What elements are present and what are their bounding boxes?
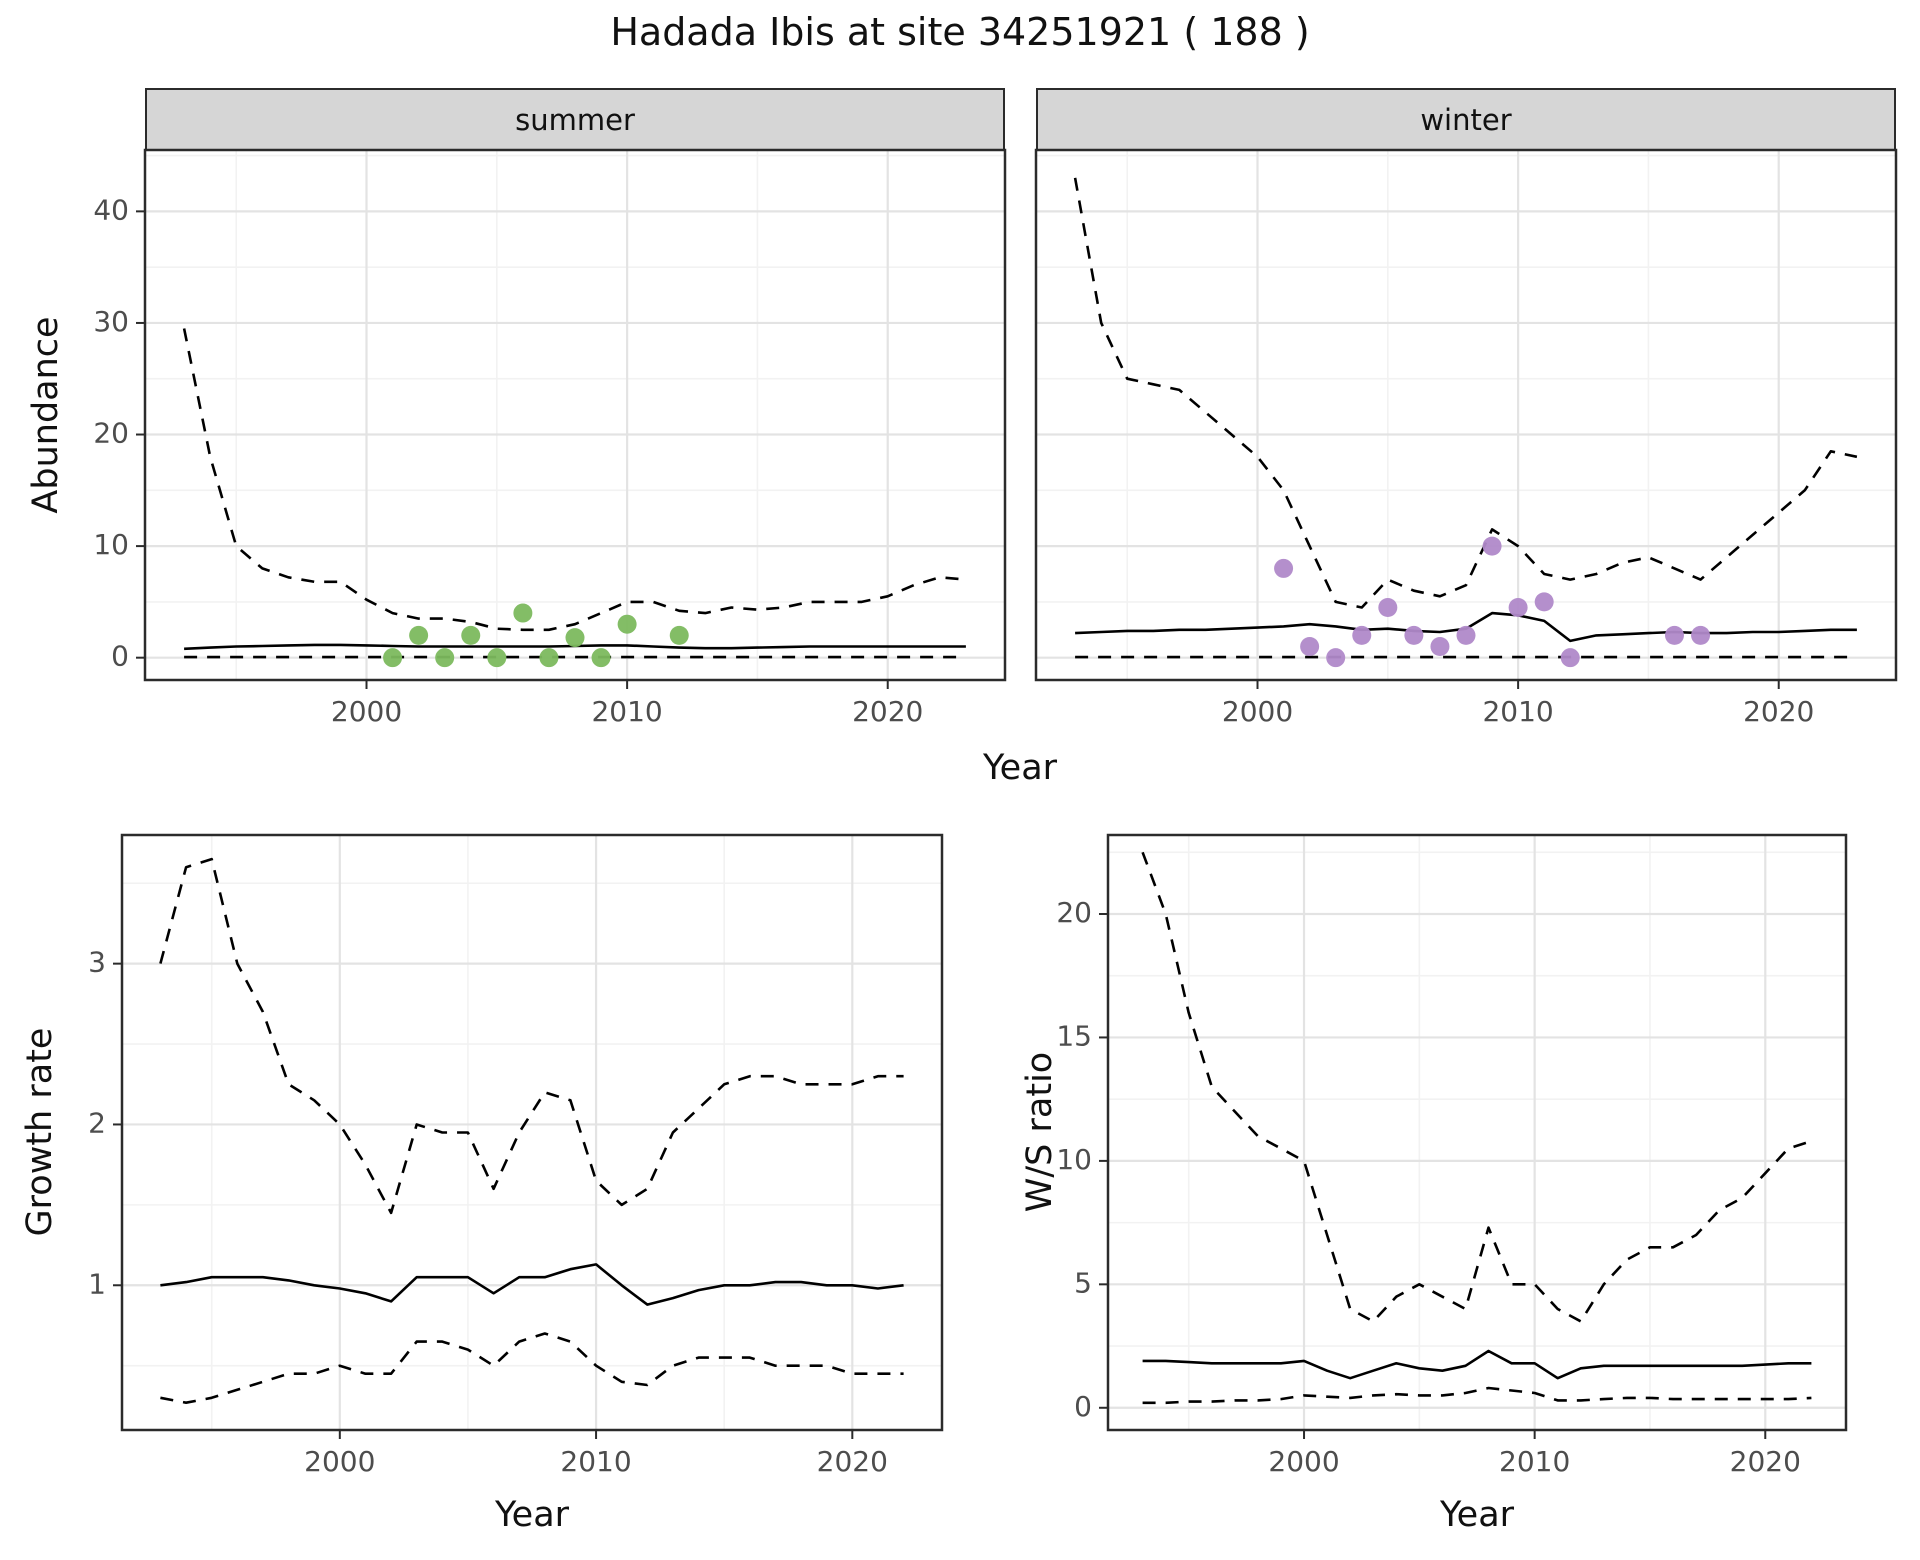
x-tick-label: 2000 (1268, 1445, 1339, 1478)
x-tick-label: 2000 (1222, 695, 1293, 728)
observed-counts-summer-point (435, 648, 455, 668)
upper-ci-line (159, 857, 904, 1215)
panel-background (1036, 150, 1896, 680)
observed-counts-winter-point (1274, 558, 1294, 578)
observed-counts-winter-point (1482, 536, 1502, 556)
x-tick-label: 2010 (1482, 695, 1553, 728)
observed-counts-winter-point (1326, 648, 1346, 668)
y-axis-title-ws-ratio: W/S ratio (1020, 1051, 1060, 1213)
observed-counts-winter-point (1352, 625, 1372, 645)
panel-background (145, 150, 1005, 680)
lower-ci-line (1142, 1386, 1812, 1405)
y-tick-label: 5 (1074, 1266, 1092, 1299)
observed-counts-winter-point (1691, 625, 1711, 645)
x-tick-label: 2000 (331, 695, 402, 728)
observed-counts-summer-point (591, 648, 611, 668)
observed-counts-summer-point (669, 625, 689, 645)
panel-border (143, 148, 1007, 682)
y-tick-label: 15 (1056, 1019, 1092, 1052)
observed-counts-winter-point (1508, 597, 1528, 617)
chart-panel-winter-abundance: 2000 2010 2020 (1034, 148, 1898, 728)
x-axis-title-top: Year (982, 748, 1058, 788)
observed-counts-winter-point (1430, 637, 1450, 657)
observed-counts-summer-point (617, 614, 637, 634)
observed-counts-summer-point (383, 648, 403, 668)
growth-rate-plot: 2000 2010 2020 1 2 3 (88, 833, 944, 1478)
median-line (1142, 1349, 1812, 1380)
facet-strip-summer-label: summer (515, 103, 635, 137)
x-tick-label: 2020 (817, 1445, 888, 1478)
panel-border (120, 833, 944, 1432)
observed-counts-summer-point (565, 628, 585, 648)
chart-panel-growth-rate: 2000 2010 2020 1 2 3 (88, 833, 944, 1478)
chart-panel-summer-abundance: 2000 2010 2020 0 10 20 30 40 (93, 148, 1007, 728)
upper-ci-line (1073, 177, 1858, 609)
observed-counts-summer-point (513, 603, 533, 623)
y-tick-label: 10 (93, 528, 129, 561)
panel-background (122, 835, 942, 1430)
observed-counts-winter-point (1404, 625, 1424, 645)
y-tick-label: 0 (111, 640, 129, 673)
observed-counts-summer-point (487, 648, 507, 668)
observed-counts-winter-point (1560, 648, 1580, 668)
panel-border (1034, 148, 1898, 682)
observed-counts-winter-point (1456, 625, 1476, 645)
observed-counts-winter-point (1534, 592, 1554, 612)
facet-strip-summer: summer (145, 88, 1005, 152)
x-axis-title-growth-rate: Year (494, 1495, 570, 1535)
x-tick-label: 2010 (1499, 1445, 1570, 1478)
observed-counts-summer-point (539, 648, 559, 668)
observed-counts-winter-point (1300, 637, 1320, 657)
y-tick-label: 2 (88, 1106, 106, 1139)
observed-counts-winter-point (1664, 625, 1684, 645)
y-tick-label: 20 (1056, 896, 1092, 929)
observed-counts-summer-point (461, 625, 481, 645)
observed-counts-winter-point (1378, 597, 1398, 617)
chart-panel-ws-ratio: 2000 2010 2020 0 5 10 15 20 (1056, 833, 1848, 1478)
y-tick-label: 3 (88, 946, 106, 979)
x-tick-label: 2020 (1743, 695, 1814, 728)
abundance-summer-plot: 2000 2010 2020 0 10 20 30 40 (93, 148, 1007, 728)
upper-ci-line (182, 328, 967, 632)
y-axis-title-growth-rate: Growth rate (20, 1027, 60, 1237)
panel-border (1106, 833, 1848, 1432)
facet-strip-winter-label: winter (1420, 103, 1512, 137)
y-tick-label: 0 (1074, 1390, 1092, 1423)
ws-ratio-plot: 2000 2010 2020 0 5 10 15 20 (1056, 833, 1848, 1478)
x-tick-label: 2010 (560, 1445, 631, 1478)
y-tick-label: 20 (93, 417, 129, 450)
x-tick-label: 2000 (304, 1445, 375, 1478)
panel-background (1108, 835, 1846, 1430)
y-tick-label: 10 (1056, 1143, 1092, 1176)
x-axis-title-ws-ratio: Year (1439, 1495, 1515, 1535)
observed-counts-summer-point (409, 625, 429, 645)
median-line (160, 1263, 904, 1306)
y-axis-title-abundance: Abundance (26, 316, 66, 514)
x-tick-label: 2020 (852, 695, 923, 728)
upper-ci-line (1141, 851, 1812, 1323)
abundance-winter-plot: 2000 2010 2020 (1034, 148, 1898, 728)
x-tick-label: 2020 (1730, 1445, 1801, 1478)
y-tick-label: 30 (93, 305, 129, 338)
y-tick-label: 1 (88, 1267, 106, 1300)
figure-title: Hadada Ibis at site 34251921 ( 188 ) (610, 10, 1310, 54)
x-tick-label: 2010 (591, 695, 662, 728)
y-tick-label: 40 (93, 193, 129, 226)
